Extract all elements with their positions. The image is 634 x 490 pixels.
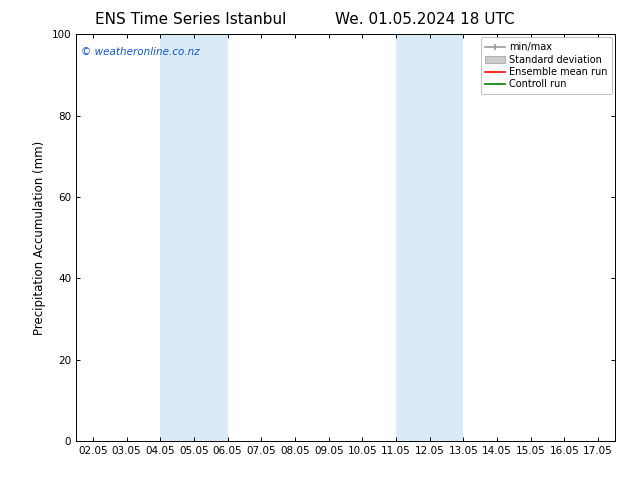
Text: ENS Time Series Istanbul: ENS Time Series Istanbul (94, 12, 286, 27)
Legend: min/max, Standard deviation, Ensemble mean run, Controll run: min/max, Standard deviation, Ensemble me… (481, 37, 612, 94)
Text: We. 01.05.2024 18 UTC: We. 01.05.2024 18 UTC (335, 12, 515, 27)
Text: © weatheronline.co.nz: © weatheronline.co.nz (81, 47, 200, 56)
Bar (396, 34, 463, 441)
Bar (160, 34, 228, 441)
Y-axis label: Precipitation Accumulation (mm): Precipitation Accumulation (mm) (33, 141, 46, 335)
